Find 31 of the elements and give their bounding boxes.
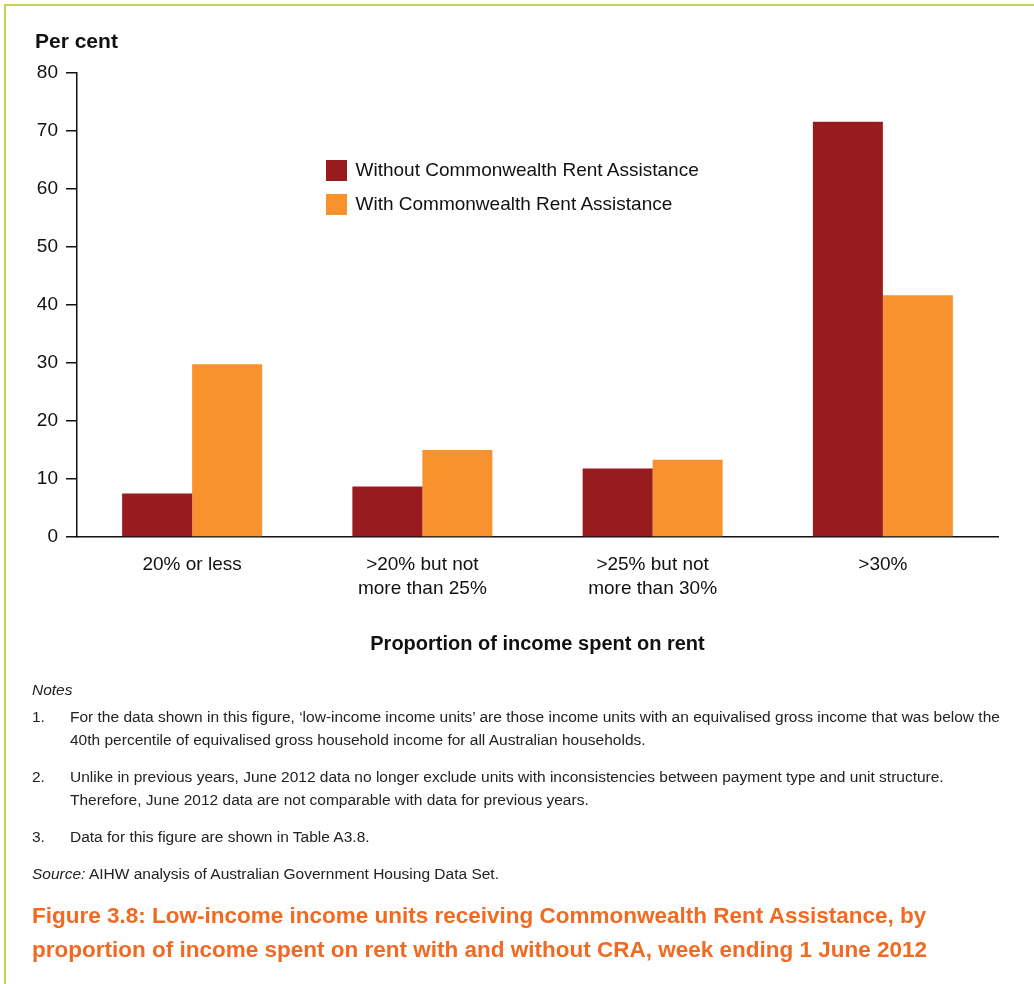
y-tick-label: 50 — [36, 235, 58, 257]
y-tick-label: 10 — [36, 467, 58, 489]
y-tick-label: 0 — [47, 525, 58, 547]
y-tick-label: 30 — [36, 351, 58, 373]
y-axis-title: Per cent — [35, 29, 118, 53]
y-tick-label: 70 — [36, 119, 58, 141]
bar — [652, 459, 723, 537]
y-tick-label: 20 — [36, 409, 58, 431]
bar — [122, 493, 193, 537]
text: 2. Unlike in previous years, June 2012 data no longer exclude units with inconsistencies between payment type and unit structure. Therefore, June 2012 data are not comparable with data for previous years. — [32, 768, 944, 808]
y-tick-label: 60 — [36, 177, 58, 199]
x-tick-label: >30% — [858, 553, 908, 575]
text: Figure 3.8: Low-income income units receiving Commonwealth Rent Assistance, by proportion of income spent on rent with and without CRA, week ending 1 June 2012 — [32, 902, 929, 964]
x-tick-label: 20% or less — [142, 553, 242, 575]
legend-label: Without Commonwealth Rent Assistance — [355, 159, 699, 181]
bar — [812, 121, 883, 537]
bar — [352, 486, 423, 537]
bar — [192, 364, 263, 537]
text: Notes — [32, 680, 74, 700]
source-note: Source: AIHW analysis of Australian Government Housing Data Set. — [32, 865, 499, 882]
bar — [882, 295, 953, 537]
legend-label: With Commonwealth Rent Assistance — [355, 193, 673, 215]
x-tick-label: >25% but not more than 30% — [588, 553, 718, 598]
y-tick-label: 40 — [36, 293, 58, 315]
x-tick-label: >20% but not more than 25% — [357, 553, 487, 598]
text: 3. Data for this figure are shown in Table A3.8. — [32, 828, 370, 845]
bar — [582, 468, 653, 537]
x-axis-title: Proportion of income spent on rent — [369, 632, 706, 655]
text: 1. For the data shown in this figure, ‘low-income income units’ are those income units with an equivalised gross income that was below the 40th percentile of equivalised gross household income for all Australian households. — [32, 708, 1000, 748]
y-tick-label: 80 — [36, 61, 58, 83]
bar — [422, 450, 493, 537]
